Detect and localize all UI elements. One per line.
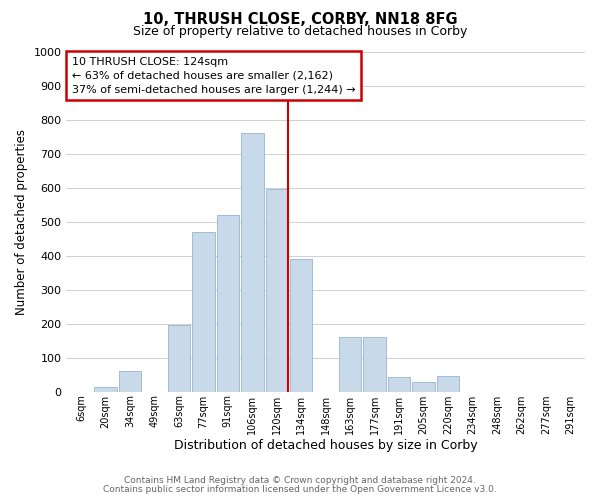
- Bar: [437, 376, 459, 392]
- Bar: [266, 188, 288, 392]
- Bar: [241, 133, 263, 392]
- Bar: [290, 259, 313, 392]
- Bar: [388, 378, 410, 392]
- Text: Contains HM Land Registry data © Crown copyright and database right 2024.: Contains HM Land Registry data © Crown c…: [124, 476, 476, 485]
- Bar: [217, 216, 239, 392]
- Bar: [339, 337, 361, 392]
- Bar: [412, 382, 435, 392]
- Bar: [364, 337, 386, 392]
- Bar: [167, 325, 190, 392]
- Y-axis label: Number of detached properties: Number of detached properties: [15, 128, 28, 314]
- Text: 10 THRUSH CLOSE: 124sqm
← 63% of detached houses are smaller (2,162)
37% of semi: 10 THRUSH CLOSE: 124sqm ← 63% of detache…: [71, 56, 355, 94]
- Bar: [94, 387, 117, 392]
- Text: Size of property relative to detached houses in Corby: Size of property relative to detached ho…: [133, 25, 467, 38]
- Text: 10, THRUSH CLOSE, CORBY, NN18 8FG: 10, THRUSH CLOSE, CORBY, NN18 8FG: [143, 12, 457, 28]
- Text: Contains public sector information licensed under the Open Government Licence v3: Contains public sector information licen…: [103, 485, 497, 494]
- Bar: [192, 232, 215, 392]
- Bar: [119, 370, 141, 392]
- X-axis label: Distribution of detached houses by size in Corby: Distribution of detached houses by size …: [174, 440, 478, 452]
